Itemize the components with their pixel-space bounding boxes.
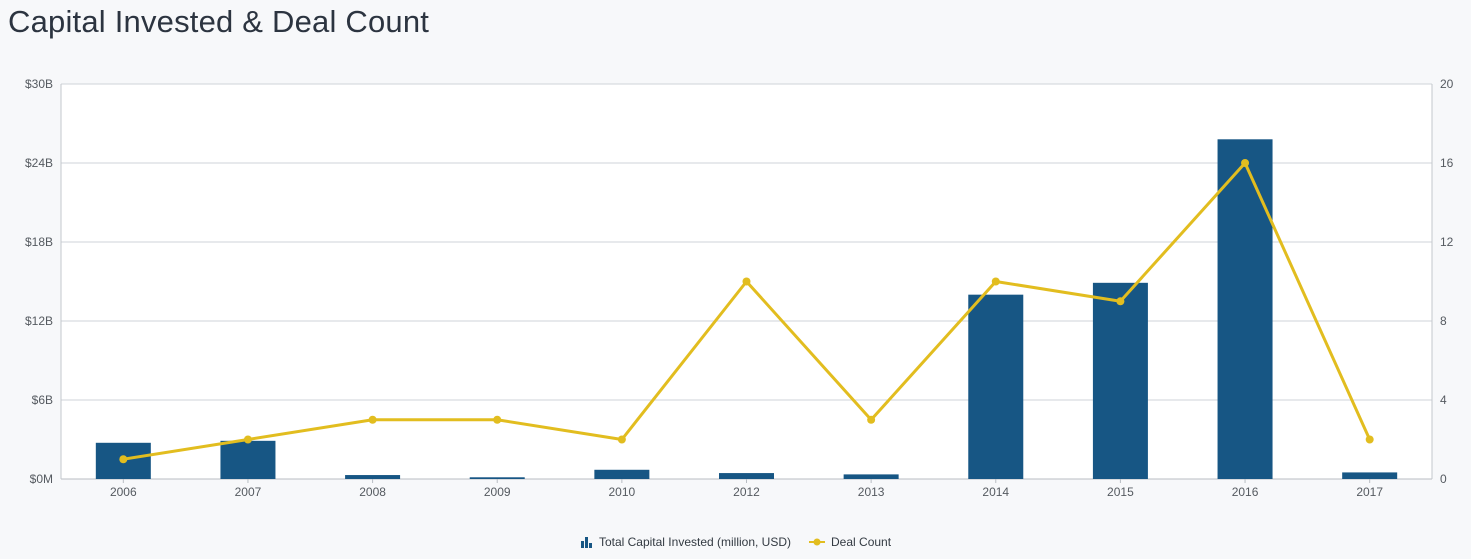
y-right-tick-label: 20 <box>1440 77 1454 91</box>
bar-2014[interactable]: 2014: 14000 <box>968 294 1024 479</box>
deal-count-point-2007[interactable]: 2007: 2 <box>243 435 252 444</box>
bar-2013[interactable]: 2013: 350 <box>843 474 899 479</box>
y-left-tick-label: $24B <box>25 156 53 170</box>
bar-2008[interactable]: 2008: 300 <box>345 475 401 479</box>
bar-2007[interactable]: 2007: 2900 <box>220 440 276 479</box>
legend-item-capital[interactable]: Total Capital Invested (million, USD) <box>580 535 791 549</box>
line-marker-icon <box>809 537 826 547</box>
line-series[interactable]: 2006: 1 2007: 2 2008: 3 2009: 3 2010: 2 2012:… <box>119 159 1374 464</box>
y-left-tick-label: $18B <box>25 235 53 249</box>
deal-count-point-2015[interactable]: 2015: 9 <box>1116 297 1125 306</box>
x-tick-label: 2017 <box>1356 485 1383 499</box>
bar-2012[interactable]: 2012: 450 <box>719 473 774 479</box>
deal-count-point-2017[interactable]: 2017: 2 <box>1365 435 1374 444</box>
bar-2015[interactable]: 2015: 14900 <box>1092 282 1148 479</box>
x-tick-label: 2007 <box>235 485 262 499</box>
deal-count-point-2006[interactable]: 2006: 1 <box>119 455 128 464</box>
x-tick-label: 2010 <box>609 485 636 499</box>
deal-count-point-2012[interactable]: 2012: 10 <box>742 277 751 286</box>
x-tick-label: 2015 <box>1107 485 1134 499</box>
x-tick-label: 2009 <box>484 485 511 499</box>
y-right-tick-label: 4 <box>1440 393 1447 407</box>
x-tick-label: 2008 <box>359 485 386 499</box>
x-tick-label: 2014 <box>982 485 1009 499</box>
legend-item-deal-count[interactable]: Deal Count <box>809 535 891 549</box>
y-right-tick-label: 8 <box>1440 314 1447 328</box>
bar-series[interactable]: 2006: 27502007: 29002008: 3002009: 13020… <box>95 139 1398 480</box>
bar-2017[interactable]: 2017: 500 <box>1342 472 1398 479</box>
bar-chart-icon <box>580 536 593 548</box>
legend-label-deal-count: Deal Count <box>831 535 892 549</box>
y-right-tick-label: 12 <box>1440 235 1454 249</box>
bar-2016[interactable]: 2016: 25800 <box>1217 139 1273 480</box>
deal-count-point-2010[interactable]: 2010: 2 <box>617 435 626 444</box>
bar-2009[interactable]: 2009: 130 <box>469 477 525 479</box>
bar-2010[interactable]: 2010: 700 <box>594 469 650 479</box>
deal-count-point-2008[interactable]: 2008: 3 <box>368 415 377 424</box>
deal-count-point-2009[interactable]: 2009: 3 <box>493 415 502 424</box>
y-left-tick-label: $30B <box>25 77 53 91</box>
y-right-tick-label: 0 <box>1440 472 1447 486</box>
deal-count-point-2013[interactable]: 2013: 3 <box>867 415 876 424</box>
combo-chart: 2006: 27502007: 29002008: 3002009: 13020… <box>25 77 1454 499</box>
y-left-tick-label: $0M <box>30 472 53 486</box>
x-tick-label: 2012 <box>733 485 760 499</box>
axes: $0M 0 $6B 4 $12B 8 $18B 12 $24B 16 $30B 20 2006 2007 2… <box>25 77 1454 499</box>
y-left-tick-label: $12B <box>25 314 53 328</box>
y-left-tick-label: $6B <box>32 393 53 407</box>
page-title: Capital Invested & Deal Count <box>8 4 430 39</box>
x-tick-label: 2013 <box>858 485 885 499</box>
deal-count-point-2016[interactable]: 2016: 16 <box>1241 159 1250 167</box>
legend: Total Capital Invested (million, USD) De… <box>0 535 1471 549</box>
deal-count-point-2014[interactable]: 2014: 10 <box>991 277 1000 286</box>
x-tick-label: 2006 <box>110 485 137 499</box>
y-right-tick-label: 16 <box>1440 156 1454 170</box>
x-tick-label: 2016 <box>1232 485 1259 499</box>
legend-label-capital: Total Capital Invested (million, USD) <box>598 535 792 549</box>
